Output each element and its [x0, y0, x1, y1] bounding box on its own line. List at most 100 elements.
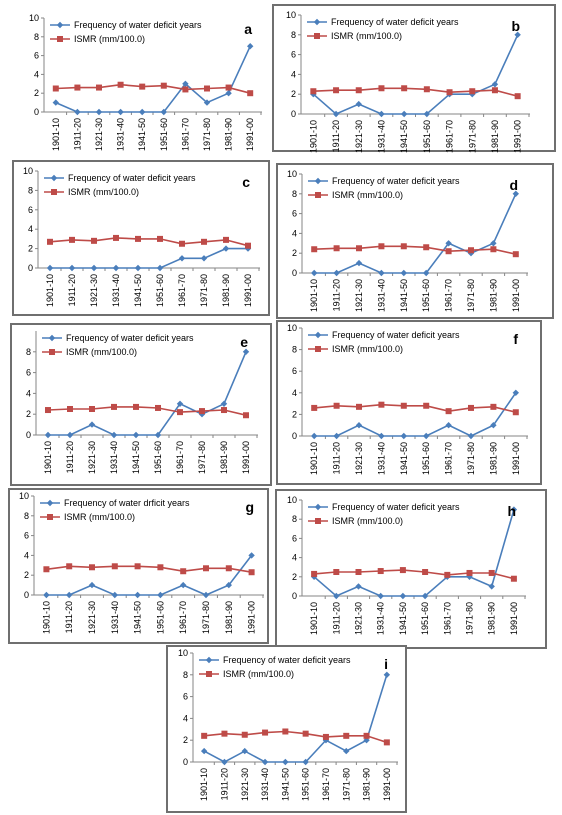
data-point-ismr [302, 730, 309, 737]
x-tick-label: 1981-90 [490, 120, 500, 153]
x-tick-label: 1911-20 [65, 441, 75, 473]
data-point-deficit [378, 269, 385, 277]
data-point-ismr [157, 235, 163, 242]
data-point-deficit [95, 108, 103, 116]
x-tick-label: 1901-10 [309, 442, 319, 475]
data-point-ismr [241, 731, 248, 738]
data-point-deficit [200, 255, 208, 262]
x-tick-label: 1981-90 [219, 441, 229, 474]
data-point-deficit [355, 259, 363, 267]
data-point-ismr [223, 236, 229, 243]
data-point-ismr [201, 238, 207, 245]
legend-label: ISMR (mm/100.0) [331, 31, 402, 41]
data-point-ismr [469, 88, 476, 95]
data-point-ismr [203, 565, 209, 572]
data-point-ismr [333, 402, 340, 409]
data-point-ismr [204, 85, 210, 92]
x-tick-label: 1951-60 [421, 279, 431, 312]
legend-label: ISMR (mm/100.0) [332, 190, 403, 200]
chart-panel-c: 0 2 4 6 8 10 1901-10 1911-20 1921-30 1931-40 1941-… [12, 160, 270, 316]
data-point-ismr [134, 563, 141, 570]
x-tick-label: 1911-20 [331, 602, 341, 634]
data-point-deficit [490, 240, 497, 247]
series-line-deficit [46, 554, 253, 596]
y-tick-label: 4 [183, 713, 188, 723]
data-point-ismr [333, 87, 340, 94]
series-line-deficit [55, 45, 251, 113]
data-point-ismr [401, 85, 408, 92]
x-tick-label: 1941-50 [133, 601, 143, 634]
y-tick-label: 6 [24, 531, 29, 541]
y-tick-label: 10 [19, 491, 29, 501]
legend-marker-deficit [314, 331, 322, 339]
x-tick-label: 1971-80 [197, 441, 207, 474]
x-tick-label: 1911-20 [219, 768, 229, 800]
y-tick-label: 8 [183, 670, 188, 680]
data-point-ismr [445, 408, 452, 415]
data-point-ismr [247, 90, 254, 97]
x-tick-label: 1901-10 [45, 274, 55, 307]
data-point-deficit [110, 431, 118, 439]
legend-label: ISMR (mm/100.0) [223, 669, 294, 679]
chart-svg-i: 0 2 4 6 8 10 1901-10 1911-20 1921-30 1931-40 1941-… [178, 648, 398, 801]
x-tick-label: 1901-10 [309, 279, 319, 312]
data-point-ismr [311, 570, 318, 577]
data-point-ismr [262, 729, 269, 736]
data-point-ismr [96, 84, 102, 91]
data-point-ismr [399, 567, 406, 574]
data-point-ismr [135, 235, 141, 242]
x-tick-label: 1931-40 [109, 441, 119, 474]
x-tick-label: 1991-00 [382, 768, 392, 801]
legend-label: Frequency of water deficit years [332, 330, 460, 340]
y-tick-label: 0 [292, 591, 297, 601]
y-tick-label: 6 [292, 533, 297, 543]
data-point-ismr [512, 251, 519, 258]
data-point-ismr [182, 86, 189, 93]
data-point-deficit [117, 108, 124, 116]
legend-label: ISMR (mm/100.0) [332, 516, 403, 526]
data-point-deficit [282, 758, 289, 766]
legend-marker-ismr [315, 346, 321, 352]
data-point-ismr [423, 402, 430, 409]
data-point-deficit [182, 80, 189, 87]
data-point-deficit [423, 432, 430, 440]
data-point-deficit [88, 421, 96, 428]
x-tick-label: 1931-40 [376, 279, 386, 312]
data-point-ismr [201, 732, 208, 739]
x-tick-label: 1911-20 [72, 118, 82, 150]
y-tick-label: 8 [24, 511, 29, 521]
data-point-ismr [468, 247, 474, 254]
data-point-ismr [111, 403, 117, 410]
x-tick-label: 1951-60 [155, 274, 165, 307]
series-line-ismr [314, 403, 516, 413]
series-line-ismr [47, 406, 247, 416]
chart-svg-c: 0 2 4 6 8 10 1901-10 1911-20 1921-30 1931-40 1941-… [23, 166, 260, 307]
data-point-deficit [202, 591, 210, 599]
y-tick-label: 6 [292, 209, 297, 219]
data-point-deficit [44, 431, 52, 439]
data-point-ismr [383, 739, 390, 746]
data-point-ismr [157, 564, 164, 571]
y-tick-label: 2 [28, 244, 33, 254]
panel-letter: c [242, 174, 250, 190]
legend-marker-deficit [46, 499, 54, 507]
data-point-deficit [332, 110, 340, 118]
data-point-deficit [220, 400, 228, 407]
data-point-deficit [139, 108, 146, 116]
y-tick-label: 10 [29, 13, 39, 23]
data-point-deficit [445, 240, 452, 247]
x-tick-label: 1911-20 [332, 279, 342, 311]
x-tick-label: 1971-80 [201, 601, 211, 634]
series-line-ismr [55, 83, 251, 94]
x-tick-label: 1941-50 [280, 768, 290, 801]
y-tick-label: 4 [291, 69, 296, 79]
x-tick-label: 1901-10 [41, 601, 51, 634]
series-line-ismr [313, 87, 518, 97]
data-point-ismr [221, 730, 228, 737]
x-tick-label: 1951-60 [301, 768, 311, 801]
legend-label: Frequency of water deficit years [332, 176, 460, 186]
data-point-ismr [378, 401, 385, 408]
y-tick-label: 4 [292, 388, 297, 398]
data-point-deficit [247, 43, 254, 50]
y-tick-label: 8 [34, 32, 39, 42]
